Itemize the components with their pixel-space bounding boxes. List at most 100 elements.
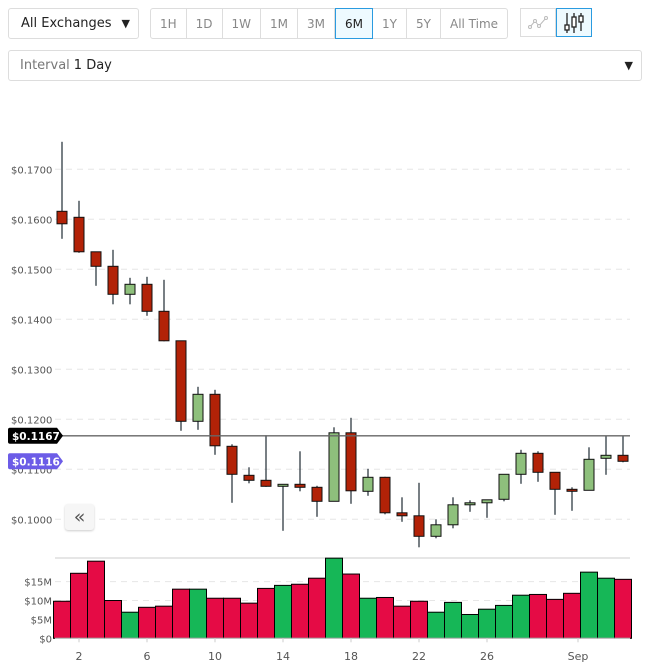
candle-body bbox=[243, 474, 255, 481]
candle bbox=[192, 386, 204, 430]
candlestick-chart-button[interactable] bbox=[556, 8, 592, 37]
candle-body bbox=[328, 432, 340, 502]
candle bbox=[243, 467, 255, 484]
volume-bar bbox=[223, 597, 241, 639]
candle-body bbox=[56, 210, 68, 225]
volume-tick-label: $15M bbox=[24, 578, 52, 589]
interval-select[interactable]: Interval 1 Day ▼ bbox=[8, 50, 642, 81]
range-button-6m[interactable]: 6M bbox=[335, 8, 374, 39]
volume-bar bbox=[308, 577, 326, 639]
candle-body bbox=[209, 393, 221, 447]
candle-body bbox=[600, 454, 612, 459]
candle-body bbox=[498, 473, 510, 500]
candle-body bbox=[90, 251, 102, 267]
x-tick-label: 18 bbox=[344, 650, 358, 663]
candle bbox=[532, 451, 544, 482]
volume-bar bbox=[359, 597, 377, 639]
range-button-1m[interactable]: 1M bbox=[261, 9, 299, 38]
volume-bar bbox=[172, 588, 190, 639]
candle bbox=[498, 473, 510, 502]
candle-body bbox=[464, 502, 476, 506]
candle bbox=[90, 251, 102, 286]
collapse-button[interactable]: « bbox=[65, 504, 94, 530]
candle bbox=[124, 277, 136, 305]
candle bbox=[430, 519, 442, 539]
volume-bar bbox=[614, 578, 632, 639]
range-button-1w[interactable]: 1W bbox=[223, 9, 262, 38]
candlestick-chart[interactable]: $0.1000 $0.1100 $0.1200 $0.1300 $0.1400 $0.15… bbox=[0, 90, 647, 672]
last-price-tag bbox=[8, 427, 63, 444]
volume-bar bbox=[274, 584, 292, 639]
candle bbox=[549, 471, 561, 515]
volume-tick-label: $0 bbox=[39, 634, 52, 645]
candle-body bbox=[379, 476, 391, 514]
line-chart-button[interactable] bbox=[520, 8, 556, 37]
x-tick-label: 22 bbox=[412, 650, 426, 663]
candle-body bbox=[515, 452, 527, 475]
range-button-3m[interactable]: 3M bbox=[298, 9, 336, 38]
candle-body bbox=[396, 512, 408, 517]
volume-bar bbox=[478, 608, 496, 639]
candle-body bbox=[124, 283, 136, 295]
volume-bar bbox=[512, 594, 530, 639]
candle-body bbox=[192, 393, 204, 422]
volume-bar bbox=[342, 573, 360, 639]
current-price-tag bbox=[8, 453, 63, 470]
volume-bar bbox=[325, 557, 343, 639]
candle bbox=[600, 435, 612, 475]
volume-bar bbox=[206, 597, 224, 639]
candle-body bbox=[226, 445, 238, 475]
candle bbox=[73, 200, 85, 253]
x-tick-label: Sep bbox=[568, 650, 589, 663]
candlestick-chart-icon bbox=[564, 12, 584, 33]
range-button-1d[interactable]: 1D bbox=[187, 9, 223, 38]
range-button-5y[interactable]: 5Y bbox=[407, 9, 441, 38]
candle bbox=[175, 340, 187, 431]
volume-bar bbox=[546, 598, 564, 639]
dropdown-arrow-icon: ▼ bbox=[121, 17, 130, 30]
price-tick-label: $0.1500 bbox=[11, 265, 52, 276]
double-chevron-left-icon: « bbox=[73, 506, 86, 528]
candle-body bbox=[260, 479, 272, 487]
volume-bar bbox=[393, 605, 411, 639]
candle bbox=[158, 279, 170, 342]
candle-body bbox=[345, 432, 357, 492]
volume-bar bbox=[70, 572, 88, 639]
candle-body bbox=[294, 483, 306, 488]
volume-bar bbox=[410, 600, 428, 639]
range-button-1y[interactable]: 1Y bbox=[373, 9, 408, 38]
chart-type-group bbox=[520, 8, 592, 37]
candle bbox=[379, 476, 391, 515]
candle-body bbox=[175, 340, 187, 422]
volume-bar bbox=[597, 577, 615, 639]
candle bbox=[396, 497, 408, 522]
candle bbox=[617, 435, 629, 463]
volume-bar bbox=[53, 600, 71, 639]
candle bbox=[481, 499, 493, 518]
candle-body bbox=[158, 310, 170, 342]
candle bbox=[345, 417, 357, 504]
price-tick-label: $0.1600 bbox=[11, 215, 52, 226]
candle-body bbox=[413, 515, 425, 537]
volume-bar bbox=[257, 587, 275, 639]
exchange-select-value: All Exchanges bbox=[21, 16, 112, 31]
candle bbox=[260, 435, 272, 487]
candle-body bbox=[73, 216, 85, 253]
volume-bar bbox=[138, 606, 156, 639]
candle-body bbox=[141, 283, 153, 312]
volume-bar bbox=[495, 604, 513, 639]
exchange-select[interactable]: All Exchanges ▼ bbox=[8, 8, 139, 39]
dropdown-arrow-icon: ▼ bbox=[624, 59, 633, 72]
candle bbox=[294, 451, 306, 492]
candle-body bbox=[532, 452, 544, 473]
candle-body bbox=[311, 486, 323, 502]
candle bbox=[447, 497, 459, 529]
volume-bar bbox=[376, 596, 394, 639]
range-button-all-time[interactable]: All Time bbox=[449, 16, 499, 31]
volume-bar bbox=[87, 560, 105, 639]
volume-bar bbox=[189, 588, 207, 639]
range-button-1h[interactable]: 1H bbox=[151, 9, 187, 38]
candle bbox=[413, 482, 425, 548]
candle-body bbox=[481, 499, 493, 504]
interval-value: 1 Day bbox=[73, 58, 112, 73]
